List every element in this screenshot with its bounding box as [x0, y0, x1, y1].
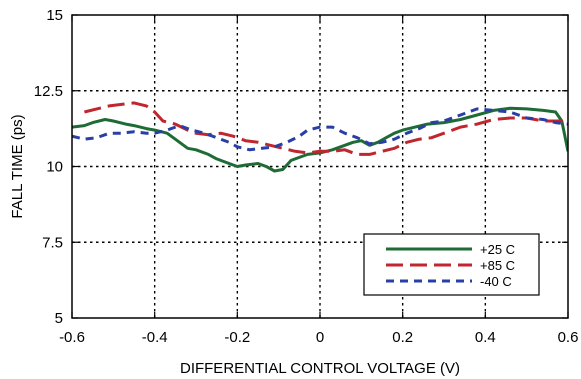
x-tick-label: 0.2 — [392, 329, 413, 346]
y-tick-label: 7.5 — [42, 234, 63, 251]
y-tick-label: 5 — [55, 310, 63, 327]
legend-label: +85 C — [480, 258, 515, 273]
x-tick-label: -0.6 — [59, 329, 85, 346]
y-tick-labels: 5 7.5 10 12.5 15 — [34, 7, 63, 327]
x-tick-label: 0 — [316, 329, 324, 346]
y-tick-label: 15 — [46, 7, 63, 24]
y-axis-title: FALL TIME (ps) — [9, 114, 26, 218]
series-line — [84, 101, 568, 156]
grid — [72, 15, 568, 318]
legend-label: -40 C — [480, 274, 512, 289]
tick-marks — [71, 14, 569, 319]
series-line — [72, 107, 568, 152]
x-tick-label: 0.6 — [558, 329, 579, 346]
legend-label: +25 C — [480, 242, 515, 257]
legend: +25 C+85 C-40 C — [363, 233, 540, 296]
series-line — [72, 106, 568, 173]
y-tick-label: 10 — [46, 159, 63, 176]
x-tick-label: 0.4 — [475, 329, 496, 346]
y-tick-label: 12.5 — [34, 83, 63, 100]
x-tick-label: -0.2 — [224, 329, 250, 346]
series-layer — [72, 101, 568, 173]
x-tick-labels: -0.6 -0.4 -0.2 0 0.2 0.4 0.6 — [59, 329, 578, 346]
x-axis-title: DIFFERENTIAL CONTROL VOLTAGE (V) — [180, 360, 460, 377]
x-tick-label: -0.4 — [142, 329, 168, 346]
